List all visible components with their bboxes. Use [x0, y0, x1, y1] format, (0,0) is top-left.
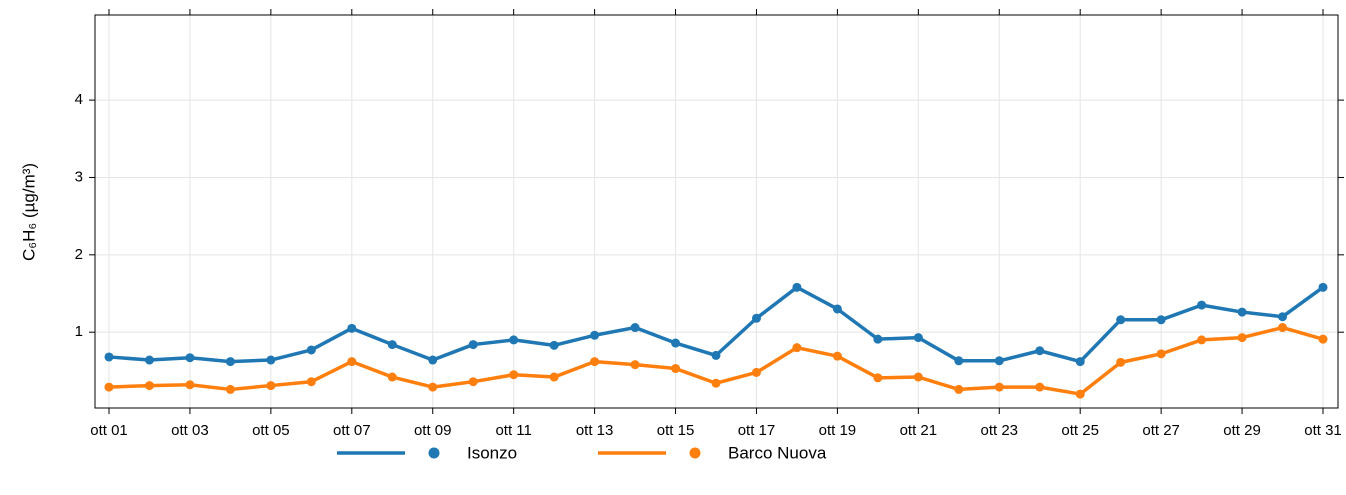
plot-frame	[94, 14, 1339, 409]
data-point	[671, 364, 681, 374]
data-point	[104, 352, 114, 362]
legend-label: Isonzo	[467, 443, 517, 462]
data-point	[1156, 315, 1166, 325]
data-point	[185, 353, 195, 363]
data-point	[509, 370, 519, 380]
data-point	[590, 330, 600, 340]
data-point	[1035, 382, 1045, 392]
data-point	[954, 356, 964, 366]
x-tick-label: ott 03	[171, 422, 209, 439]
data-point	[266, 381, 276, 391]
data-point	[1237, 307, 1247, 317]
data-point	[751, 367, 761, 377]
data-point	[347, 357, 357, 367]
data-point	[1278, 312, 1288, 322]
x-tick-label: ott 21	[900, 422, 938, 439]
x-tick-label: ott 17	[738, 422, 776, 439]
x-tick-label: ott 15	[657, 422, 695, 439]
data-point	[225, 384, 235, 394]
data-point	[185, 380, 195, 390]
data-point	[1318, 334, 1328, 344]
series-line	[108, 285, 1325, 364]
data-point	[428, 382, 438, 392]
data-point	[994, 356, 1004, 366]
data-point	[630, 360, 640, 370]
legend-item: Isonzo	[337, 443, 517, 462]
y-axis-label: C₆H₆ (µg/m³)	[19, 163, 38, 261]
data-point	[792, 282, 802, 292]
data-point	[1197, 300, 1207, 310]
data-point	[104, 382, 114, 392]
data-point	[1318, 282, 1328, 292]
legend-label: Barco Nuova	[728, 443, 827, 462]
data-point	[913, 333, 923, 343]
x-tick-label: ott 31	[1304, 422, 1342, 439]
data-point	[954, 384, 964, 394]
y-tick-label: 4	[75, 91, 83, 108]
data-point	[792, 343, 802, 353]
data-point	[630, 323, 640, 333]
grid	[95, 15, 1338, 408]
data-point	[509, 335, 519, 345]
y-tick-label: 3	[75, 168, 83, 185]
data-point	[306, 377, 316, 387]
x-tick-label: ott 23	[981, 422, 1019, 439]
data-point	[225, 357, 235, 367]
x-tick-label: ott 07	[333, 422, 371, 439]
data-point	[994, 382, 1004, 392]
data-point	[1278, 323, 1288, 333]
x-tick-label: ott 01	[90, 422, 128, 439]
data-point	[347, 323, 357, 333]
x-tick-label: ott 11	[495, 422, 531, 439]
data-point	[711, 378, 721, 388]
data-point	[711, 350, 721, 360]
y-tick-label: 2	[75, 246, 83, 263]
data-point	[468, 377, 478, 387]
data-point	[144, 381, 154, 391]
data-point	[144, 355, 154, 365]
x-tick-label: ott 25	[1061, 422, 1099, 439]
x-tick-label: ott 13	[576, 422, 614, 439]
data-point	[387, 372, 397, 382]
y-tick-label: 1	[75, 323, 83, 340]
x-tick-label: ott 09	[414, 422, 452, 439]
data-point	[1075, 357, 1085, 367]
data-point	[1237, 333, 1247, 343]
data-point	[590, 357, 600, 367]
data-point	[671, 338, 681, 348]
x-tick-label: ott 05	[252, 422, 290, 439]
data-point	[913, 372, 923, 382]
x-tick-label: ott 19	[819, 422, 857, 439]
legend-marker	[428, 447, 440, 459]
data-point	[428, 355, 438, 365]
data-point	[306, 345, 316, 355]
data-point	[1116, 357, 1126, 367]
data-point	[873, 373, 883, 383]
x-tick-label: ott 29	[1223, 422, 1261, 439]
data-point	[1156, 349, 1166, 359]
data-point	[832, 304, 842, 314]
data-point	[873, 334, 883, 344]
data-point	[468, 340, 478, 350]
legend-item: Barco Nuova	[598, 443, 827, 462]
data-point	[1075, 389, 1085, 399]
legend-marker	[689, 447, 701, 459]
data-point	[832, 351, 842, 361]
data-point	[549, 340, 559, 350]
x-tick-label: ott 27	[1142, 422, 1180, 439]
data-point	[1197, 335, 1207, 345]
data-point	[266, 355, 276, 365]
data-point	[1035, 346, 1045, 356]
data-point	[387, 340, 397, 350]
data-point	[751, 313, 761, 323]
data-point	[549, 372, 559, 382]
data-point	[1116, 315, 1126, 325]
